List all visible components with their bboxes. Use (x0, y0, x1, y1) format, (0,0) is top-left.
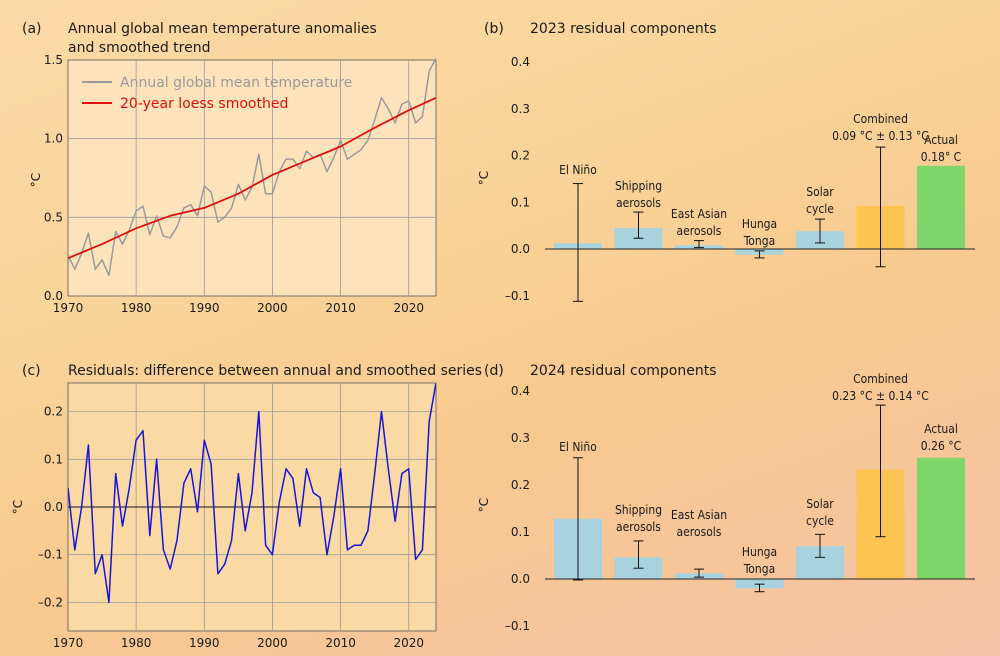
x-tick-label: 2000 (257, 636, 288, 650)
bar-label: Actual (924, 133, 958, 147)
panel-c: (c) Residuals: difference between annual… (11, 363, 482, 650)
panel-b: (b) 2023 residual components °C 0.40.30.… (477, 21, 975, 303)
bar-label: aerosols (677, 525, 722, 539)
bar-label: Tonga (743, 562, 775, 576)
y-tick-label: –0.1 (38, 548, 63, 562)
y-tick-label: –0.1 (505, 619, 530, 633)
y-tick-label: 1.0 (44, 132, 63, 146)
legend-smoothed-label: 20-year loess smoothed (120, 96, 288, 112)
panel-a-plot-area (67, 59, 437, 297)
panel-a-legend: Annual global mean temperature 20-year l… (82, 75, 352, 112)
panel-b-chart: 0.4 0.3 0.2 0.1 0.0 –0.1 El Niño Shipping aeroso… (505, 55, 975, 303)
legend-annual-label: Annual global mean temperature (120, 75, 352, 91)
panel-c-letter: (c) (22, 363, 41, 379)
smoothed-trend-line (68, 96, 436, 260)
y-tick-label: 0.3 (511, 102, 530, 116)
bar-label: Hunga (742, 217, 777, 231)
bar-label: 0.23 °C ± 0.14 °C (832, 389, 929, 403)
bar-label: Tonga (743, 234, 775, 248)
panel-c-ylabel: °C (11, 500, 25, 514)
panel-b-ylabel: °C (477, 171, 491, 185)
y-tick-label: 0.4 (511, 55, 530, 69)
panel-a: (a) Annual global mean temperature anoma… (22, 21, 437, 315)
residual-line (68, 382, 436, 604)
y-tick-label: 0.3 (511, 431, 530, 445)
y-tick-label: –0.1 (505, 289, 530, 303)
bar-label: Solar (806, 497, 834, 511)
bar-label: cycle (806, 202, 834, 216)
bar-label: East Asian (671, 207, 727, 221)
bar-label: Combined (853, 112, 908, 126)
y-tick-label: 0.1 (511, 195, 530, 209)
panel-c-title: Residuals: difference between annual and… (68, 363, 482, 379)
annual-temperature-line (68, 58, 436, 277)
y-tick-label: 0.2 (511, 478, 530, 492)
y-tick-label: 0.1 (511, 525, 530, 539)
bar-label: Hunga (742, 545, 777, 559)
y-tick-label: 0.5 (44, 210, 63, 224)
panel-a-letter: (a) (22, 21, 42, 37)
bar-label: aerosols (616, 520, 661, 534)
panel-d-title: 2024 residual components (530, 363, 717, 379)
y-tick-label: 0.1 (44, 452, 63, 466)
y-tick-label: 0.0 (511, 242, 530, 256)
y-tick-label: 1.5 (44, 53, 63, 67)
panel-b-title: 2023 residual components (530, 21, 717, 37)
y-tick-label: 0.2 (44, 405, 63, 419)
bar-label: aerosols (677, 224, 722, 238)
bar-label: aerosols (616, 196, 661, 210)
panel-d-chart: 0.4 0.3 0.2 0.1 0.0 –0.1 El Niño Shipping aeroso… (505, 372, 975, 633)
bar-label: cycle (806, 514, 834, 528)
bar-label: 0.18° C (921, 150, 961, 164)
panel-b-letter: (b) (484, 21, 504, 37)
bar (917, 457, 965, 579)
y-tick-label: 0.0 (44, 289, 63, 303)
x-tick-label: 1970 (53, 301, 84, 315)
bar-label: 0.09 °C ± 0.13 °C (832, 129, 929, 143)
y-tick-label: 0.0 (44, 500, 63, 514)
x-tick-label: 1990 (189, 636, 220, 650)
y-tick-label: 0.0 (511, 572, 530, 586)
bar-label: El Niño (559, 440, 597, 454)
panel-a-title-line1: Annual global mean temperature anomalies (68, 21, 377, 37)
x-tick-label: 2010 (325, 636, 356, 650)
panel-c-grid (68, 383, 436, 631)
panel-a-grid (68, 60, 436, 296)
panel-d: (d) 2024 residual components °C 0.40.30.… (477, 363, 975, 633)
panel-d-letter: (d) (484, 363, 504, 379)
y-tick-label: 0.2 (511, 149, 530, 163)
panel-a-ylabel: °C (29, 173, 43, 187)
panel-a-ticks: 1970 1980 1990 2000 2010 2020 0.0 0.5 1.0 1.5 (44, 53, 424, 315)
panel-a-lines (68, 58, 436, 277)
panel-c-lines (68, 382, 436, 604)
x-tick-label: 1980 (121, 636, 152, 650)
x-tick-label: 1970 (53, 636, 84, 650)
x-tick-label: 2000 (257, 301, 288, 315)
panel-a-title-line2: and smoothed trend (68, 40, 210, 56)
x-tick-label: 1990 (189, 301, 220, 315)
bar-label: El Niño (559, 163, 597, 177)
x-tick-label: 2020 (393, 301, 424, 315)
x-tick-label: 2010 (325, 301, 356, 315)
bar-label: Shipping (615, 179, 662, 193)
bar-label: Actual (924, 422, 958, 436)
y-tick-label: –0.2 (38, 595, 63, 609)
panel-d-ylabel: °C (477, 498, 491, 512)
panel-c-ticks: 1970 1980 1990 2000 2010 2020 0.2 0.1 0.0 –0.1 –0.… (38, 405, 424, 650)
bar-label: East Asian (671, 508, 727, 522)
x-tick-label: 1980 (121, 301, 152, 315)
bar-label: Combined (853, 372, 908, 386)
bar-label: Solar (806, 185, 834, 199)
x-tick-label: 2020 (393, 636, 424, 650)
bar (917, 165, 965, 249)
bar-label: Shipping (615, 503, 662, 517)
bar-label: 0.26 °C (921, 439, 961, 453)
y-tick-label: 0.4 (511, 384, 530, 398)
